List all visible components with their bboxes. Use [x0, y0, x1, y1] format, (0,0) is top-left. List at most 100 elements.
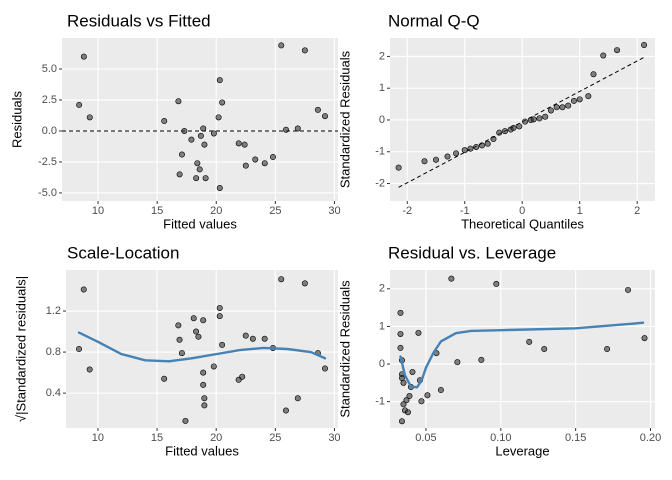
point — [278, 42, 285, 49]
point — [80, 53, 87, 60]
point — [585, 93, 592, 100]
x-axis-label: Leverage — [495, 443, 549, 458]
point — [432, 156, 439, 163]
point — [614, 47, 621, 54]
point — [261, 335, 268, 342]
point — [478, 142, 485, 149]
point — [252, 156, 259, 163]
point — [398, 374, 405, 381]
point — [193, 328, 200, 335]
x-axis-label: Fitted values — [163, 216, 237, 231]
plot-area — [62, 42, 338, 191]
x-tick-label: 1 — [577, 205, 583, 217]
point — [444, 153, 451, 160]
point — [453, 150, 460, 157]
point — [210, 130, 217, 137]
point — [404, 409, 411, 416]
y-tick-label: -2 — [375, 177, 385, 189]
point — [424, 392, 431, 399]
point — [473, 143, 480, 150]
point — [501, 128, 508, 135]
point — [641, 335, 648, 342]
x-tick-label: -2 — [402, 205, 412, 217]
point — [200, 125, 207, 132]
point — [202, 175, 209, 182]
point — [454, 359, 461, 366]
point — [418, 398, 425, 405]
point — [176, 336, 183, 343]
point — [600, 52, 607, 59]
x-tick-label: 2 — [634, 205, 640, 217]
x-tick-label: 30 — [328, 205, 340, 217]
point — [241, 141, 248, 148]
point — [625, 286, 632, 293]
point — [194, 160, 201, 167]
point — [467, 145, 474, 152]
panel: Residuals vs Fitted 10 15 20 25 30 -5.0 -2.5 0.0… — [9, 11, 340, 231]
plot-area — [397, 275, 648, 425]
plot-area — [395, 41, 648, 188]
point — [216, 184, 223, 191]
point — [175, 98, 182, 105]
x-tick-label: 25 — [269, 205, 281, 217]
x-tick-label: 15 — [151, 432, 163, 444]
point — [178, 151, 185, 158]
y-tick-label: 0 — [379, 114, 385, 126]
y-tick-label: -1 — [375, 396, 385, 408]
point — [201, 402, 208, 409]
x-tick-label: 0.20 — [640, 432, 661, 444]
y-tick-label: 0.0 — [42, 125, 57, 137]
point — [201, 141, 208, 148]
point — [536, 115, 543, 122]
point — [200, 381, 207, 388]
y-tick-label: -1 — [375, 146, 385, 158]
point — [403, 397, 410, 404]
point — [415, 329, 422, 336]
x-tick-label: 0.05 — [415, 432, 436, 444]
point — [400, 401, 407, 408]
point — [235, 140, 242, 147]
point — [249, 335, 256, 342]
point — [496, 129, 503, 136]
point — [437, 387, 444, 394]
point — [547, 107, 554, 114]
point — [242, 332, 249, 339]
point — [176, 171, 183, 178]
point — [188, 136, 195, 143]
point — [301, 47, 308, 54]
x-tick-label: 10 — [92, 432, 104, 444]
point — [200, 317, 207, 324]
x-tick-label: 20 — [210, 432, 222, 444]
point — [216, 77, 223, 84]
point — [421, 158, 428, 165]
x-tick-label: -1 — [460, 205, 470, 217]
point — [269, 153, 276, 160]
point — [193, 175, 200, 182]
point — [294, 395, 301, 402]
y-tick-label: 0.4 — [46, 387, 61, 399]
point — [86, 366, 93, 373]
point — [282, 407, 289, 414]
x-tick-label: 25 — [269, 432, 281, 444]
point — [641, 41, 648, 48]
point — [178, 350, 185, 357]
plot-background — [62, 38, 338, 201]
point — [516, 123, 523, 130]
point — [321, 365, 328, 372]
panel: Residual vs. Leverage 0.05 0.10 0.15 0.20 -1 0… — [337, 243, 661, 458]
point — [182, 417, 189, 424]
point — [201, 395, 208, 402]
point — [510, 124, 517, 131]
point — [175, 322, 182, 329]
point — [282, 126, 289, 133]
point — [493, 280, 500, 287]
point — [576, 96, 583, 103]
point — [321, 113, 328, 120]
y-tick-label: 1 — [379, 82, 385, 94]
x-tick-label: 0.15 — [565, 432, 586, 444]
x-axis-label: Theoretical Quantiles — [461, 216, 584, 231]
point — [553, 104, 560, 111]
smooth-line — [77, 331, 327, 363]
point — [239, 373, 246, 380]
y-axis-label: Residuals — [9, 90, 24, 148]
